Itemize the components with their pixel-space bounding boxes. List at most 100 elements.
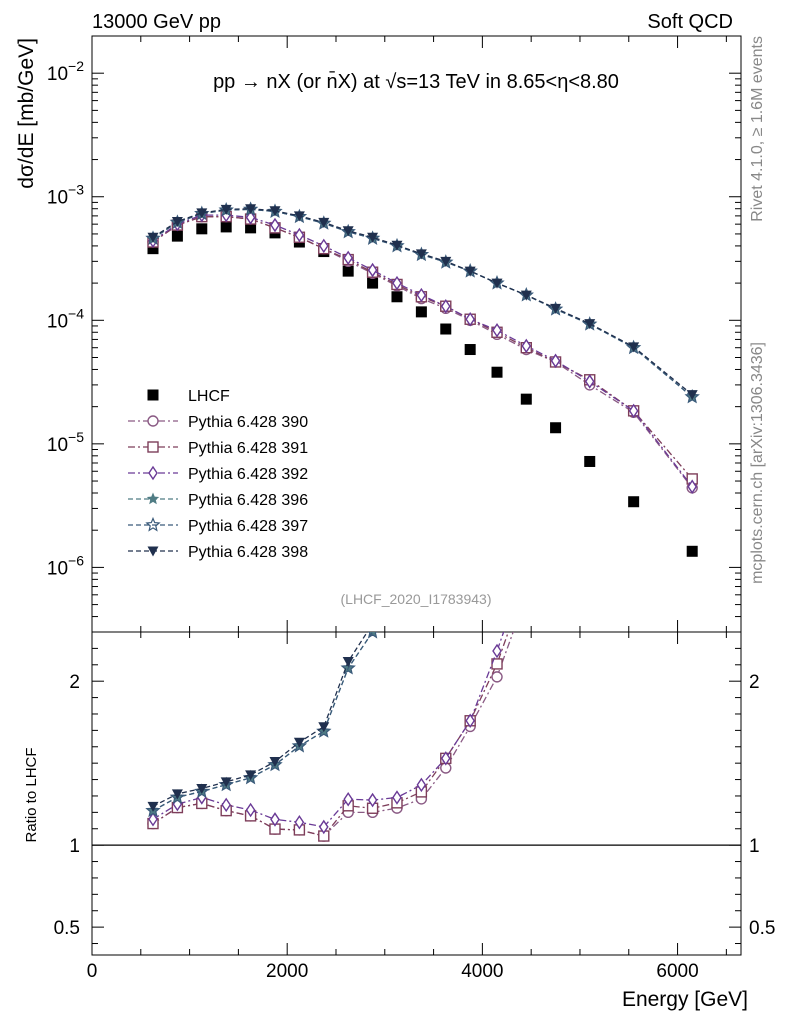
data-point-pythia-6-428-392 [687, 479, 698, 494]
legend-label-lhcf: LHCF [188, 388, 230, 405]
main-plot-frame [91, 35, 742, 633]
x-tick-label: 6000 [656, 961, 698, 982]
analysis-id: (LHCF_2020_I1783943) [341, 591, 492, 607]
ratio-point-pythia-6-428-392 [492, 643, 502, 659]
data-point-lhcf [196, 223, 208, 235]
legend-label-pythia-6-428-398: Pythia 6.428 398 [188, 544, 308, 561]
ratio-line-pythia-6-428-391 [152, 632, 510, 837]
legend-marker-pythia-6-428-390 [147, 415, 159, 427]
header-left: 13000 GeV pp [92, 11, 221, 33]
ratio-line-pythia-6-428-396 [152, 632, 374, 812]
ratio-point-pythia-6-428-397 [367, 632, 378, 639]
data-point-pythia-6-428-398 [584, 319, 596, 330]
mcplots-label: mcplots.cern.ch [arXiv:1306.3436] [749, 342, 766, 584]
data-point-pythia-6-428-398 [628, 342, 640, 353]
y-tick-label: 10−3 [47, 182, 84, 209]
ratio-point-pythia-6-428-397 [291, 737, 308, 753]
data-point-pythia-6-428-398 [550, 303, 562, 314]
data-point-lhcf [415, 306, 427, 318]
data-point-lhcf [147, 243, 159, 255]
data-point-lhcf [550, 422, 562, 434]
ratio-point-pythia-6-428-392 [245, 802, 256, 818]
data-point-pythia-6-428-398 [293, 211, 305, 222]
ratio-point-pythia-6-428-398 [147, 801, 159, 812]
legend-label-pythia-6-428-396: Pythia 6.428 396 [188, 492, 308, 509]
ratio-series [145, 632, 514, 842]
y-tick-label: 10−2 [47, 58, 84, 85]
ratio-point-pythia-6-428-397 [145, 802, 161, 818]
header-right: Soft QCD [647, 11, 733, 33]
ratio-point-pythia-6-428-392 [221, 797, 232, 813]
ratio-axis-label: Ratio to LHCF [23, 747, 40, 842]
data-point-lhcf [220, 221, 232, 233]
legend-marker-pythia-6-428-397 [145, 516, 161, 532]
ratio-point-pythia-6-428-392 [416, 777, 427, 793]
legend-label-pythia-6-428-392: Pythia 6.428 392 [188, 466, 308, 483]
ratio-point-pythia-6-428-392 [343, 791, 354, 807]
data-point-pythia-6-428-398 [520, 290, 532, 301]
ratio-point-pythia-6-428-392 [465, 713, 476, 729]
ratio-point-pythia-6-428-398 [196, 784, 208, 795]
axis-ticks: 0 2000 4000 6000 10−6 10−5 10−4 10−3 10−2 0.5 0.5 1… [47, 35, 775, 982]
data-point-lhcf [245, 222, 257, 234]
data-point-pythia-6-428-392 [440, 298, 451, 314]
data-point-pythia-6-428-398 [367, 232, 379, 243]
ratio-point-pythia-6-428-398 [293, 737, 305, 748]
data-point-pythia-6-428-392 [492, 323, 502, 338]
data-point-pythia-6-428-392 [584, 374, 595, 389]
data-point-pythia-6-428-398 [245, 204, 257, 215]
ratio-point-pythia-6-428-398 [269, 757, 281, 768]
data-point-pythia-6-428-392 [270, 217, 280, 233]
data-point-pythia-6-428-398 [491, 278, 503, 289]
data-point-pythia-6-428-392 [521, 338, 532, 354]
data-point-pythia-6-428-392 [392, 275, 402, 291]
main-series [145, 201, 700, 557]
ratio-line-pythia-6-428-390 [152, 632, 514, 837]
ratio-point-pythia-6-428-398 [342, 657, 354, 668]
ratio-tick-label-right: 0.5 [749, 918, 775, 939]
data-point-lhcf [391, 291, 403, 303]
data-point-pythia-6-428-392 [245, 210, 256, 225]
data-point-pythia-6-428-398 [318, 217, 330, 228]
data-point-pythia-6-428-398 [147, 232, 159, 243]
series-line-pythia-6-428-392 [152, 214, 693, 488]
legend-marker-pythia-6-428-391 [147, 441, 159, 453]
ratio-point-pythia-6-428-398 [245, 770, 257, 781]
y-tick-label: 10−5 [47, 429, 84, 456]
legend: LHCF Pythia 6.428 390 Pythia 6.428 391 Pyth… [128, 388, 308, 561]
ratio-point-pythia-6-428-392 [148, 811, 158, 827]
rivet-label: Rivet 4.1.0, ≥ 1.6M events [749, 36, 766, 222]
ratio-tick-label-right: 1 [749, 836, 760, 857]
ratio-point-pythia-6-428-397 [169, 789, 186, 804]
legend-marker-pythia-6-428-398 [147, 546, 159, 557]
data-point-lhcf [491, 366, 503, 378]
ratio-point-pythia-6-428-398 [220, 777, 232, 788]
data-point-pythia-6-428-398 [391, 240, 403, 251]
data-point-pythia-6-428-398 [196, 208, 208, 219]
data-point-pythia-6-428-398 [686, 390, 698, 401]
ratio-point-pythia-6-428-397 [267, 756, 283, 772]
ratio-tick-label: 1 [69, 836, 80, 857]
y-tick-label: 10−6 [47, 552, 84, 579]
x-tick-label: 0 [87, 961, 98, 982]
data-point-lhcf [464, 344, 476, 356]
data-point-pythia-6-428-392 [294, 227, 305, 243]
data-point-lhcf [367, 277, 379, 289]
data-point-pythia-6-428-398 [220, 204, 232, 215]
data-point-lhcf [171, 230, 183, 242]
ratio-point-pythia-6-428-390 [491, 671, 503, 683]
ratio-tick-label: 2 [69, 672, 80, 693]
data-point-pythia-6-428-392 [343, 250, 354, 266]
legend-label-pythia-6-428-397: Pythia 6.428 397 [188, 518, 308, 535]
data-point-lhcf [584, 455, 596, 467]
ratio-line-pythia-6-428-398 [152, 632, 369, 807]
data-point-pythia-6-428-398 [171, 217, 183, 228]
data-point-pythia-6-428-392 [318, 238, 329, 254]
data-point-pythia-6-428-398 [440, 256, 452, 267]
ratio-point-pythia-6-428-392 [392, 790, 402, 805]
ratio-point-pythia-6-428-392 [440, 751, 451, 766]
data-point-pythia-6-428-392 [628, 403, 639, 419]
ratio-tick-label: 0.5 [54, 918, 80, 939]
y-axis-label: dσ/dE [mb/GeV] [15, 38, 38, 189]
ratio-tick-label-right: 2 [749, 672, 760, 693]
